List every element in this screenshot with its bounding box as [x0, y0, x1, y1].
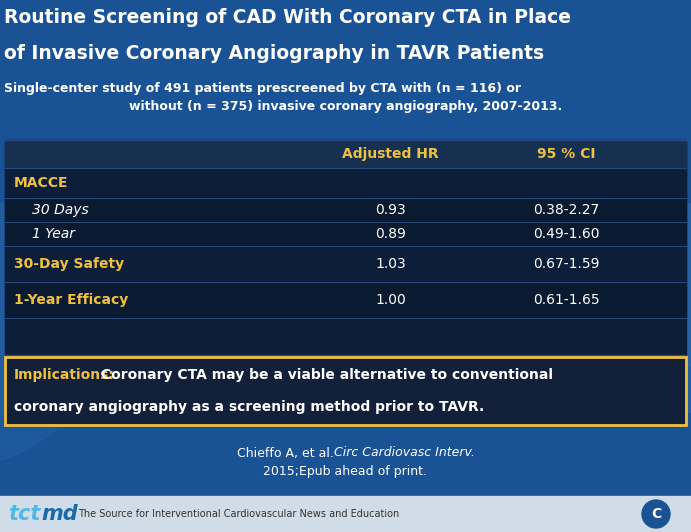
Text: Chieffo A, et al.: Chieffo A, et al. [237, 446, 338, 460]
Text: Routine Screening of CAD With Coronary CTA in Place: Routine Screening of CAD With Coronary C… [4, 8, 571, 27]
Bar [5, 222, 686, 246]
Text: 0.89: 0.89 [375, 227, 406, 241]
Bar [5, 357, 686, 425]
Text: of Invasive Coronary Angiography in TAVR Patients: of Invasive Coronary Angiography in TAVR… [4, 44, 544, 63]
Bar [5, 198, 686, 222]
Text: Circ Cardiovasc Interv.: Circ Cardiovasc Interv. [334, 446, 475, 460]
Text: 0.67-1.59: 0.67-1.59 [533, 257, 600, 271]
Text: 1.00: 1.00 [375, 293, 406, 307]
Bar [5, 140, 686, 168]
Text: 0.61-1.65: 0.61-1.65 [533, 293, 600, 307]
Bar [5, 168, 686, 198]
Bar [5, 357, 686, 425]
Text: Adjusted HR: Adjusted HR [342, 147, 439, 161]
Text: Implications:: Implications: [14, 368, 115, 382]
Text: tct: tct [8, 504, 40, 524]
Bar [5, 282, 686, 318]
Text: 0.49-1.60: 0.49-1.60 [533, 227, 600, 241]
Circle shape [642, 500, 670, 528]
Text: 30 Days: 30 Days [32, 203, 88, 217]
Text: 1 Year: 1 Year [32, 227, 75, 241]
Text: 95 % CI: 95 % CI [538, 147, 596, 161]
Text: C: C [651, 507, 661, 521]
Circle shape [0, 198, 80, 419]
Bar [0, 496, 691, 532]
Text: 0.38-2.27: 0.38-2.27 [533, 203, 600, 217]
Circle shape [0, 148, 110, 469]
Text: 1-Year Efficacy: 1-Year Efficacy [14, 293, 129, 307]
Text: 30-Day Safety: 30-Day Safety [14, 257, 124, 271]
Circle shape [591, 110, 691, 369]
Text: 0.93: 0.93 [375, 203, 406, 217]
Text: coronary angiography as a screening method prior to TAVR.: coronary angiography as a screening meth… [14, 400, 484, 414]
Text: 2015;Epub ahead of print.: 2015;Epub ahead of print. [263, 464, 428, 478]
Bar [5, 140, 686, 355]
Text: without (n = 375) invasive coronary angiography, 2007-2013.: without (n = 375) invasive coronary angi… [129, 100, 562, 113]
Text: Single-center study of 491 patients prescreened by CTA with (n = 116) or: Single-center study of 491 patients pres… [4, 82, 521, 95]
Bar [5, 246, 686, 282]
Text: md: md [41, 504, 78, 524]
Text: The Source for Interventional Cardiovascular News and Education: The Source for Interventional Cardiovasc… [78, 509, 399, 519]
Bar [0, 0, 691, 202]
Text: 1.03: 1.03 [375, 257, 406, 271]
Circle shape [561, 60, 691, 419]
Text: Coronary CTA may be a viable alternative to conventional: Coronary CTA may be a viable alternative… [96, 368, 553, 382]
Text: MACCE: MACCE [14, 176, 68, 190]
